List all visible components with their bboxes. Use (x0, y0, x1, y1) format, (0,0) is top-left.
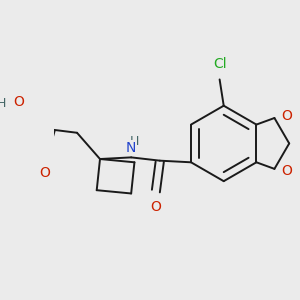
Text: H: H (130, 134, 139, 148)
Text: N: N (126, 141, 136, 155)
Text: O: O (281, 110, 292, 123)
Text: Cl: Cl (213, 57, 226, 71)
Text: O: O (281, 164, 292, 178)
Text: O: O (150, 200, 161, 214)
Text: O: O (39, 167, 50, 180)
Text: O: O (13, 94, 24, 109)
Text: H: H (0, 97, 6, 110)
